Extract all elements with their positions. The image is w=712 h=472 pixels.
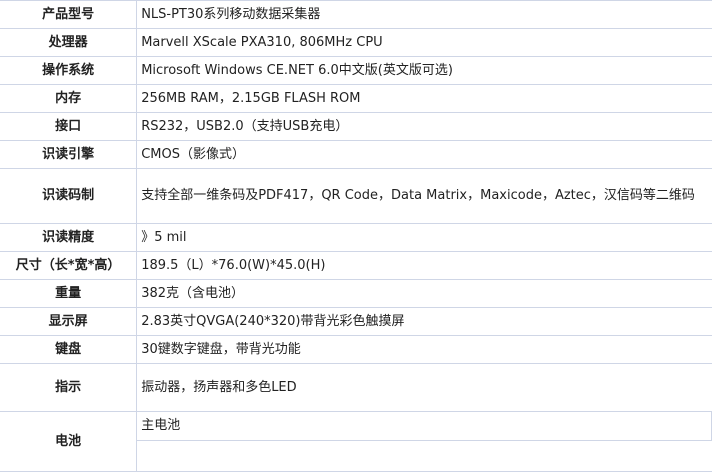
spec-label: 识读码制 [0,168,138,224]
table-row: 尺寸（长*宽*高） 189.5（L）*76.0(W)*45.0(H) [0,251,712,280]
table-row: 重量 382克（含电池） [0,279,712,308]
table-row: 产品型号 NLS-PT30系列移动数据采集器 [0,0,712,29]
table-row: 操作系统 Microsoft Windows CE.NET 6.0中文版(英文版可… [0,56,712,85]
spec-value: 256MB RAM，2.15GB FLASH ROM [136,84,712,113]
spec-value: 振动器，扬声器和多色LED [136,363,712,412]
table-row: 识读精度 》5 mil [0,223,712,252]
table-row: 处理器 Marvell XScale PXA310, 806MHz CPU [0,28,712,57]
table-row: 内存 256MB RAM，2.15GB FLASH ROM [0,84,712,113]
spec-value: CMOS（影像式） [136,140,712,169]
spec-label: 重量 [0,279,138,308]
spec-value: RS232，USB2.0（支持USB充电） [136,112,712,141]
spec-label: 识读引擎 [0,140,138,169]
spec-value: 30键数字键盘，带背光功能 [136,335,712,364]
spec-value: 支持全部一维条码及PDF417，QR Code，Data Matrix，Maxi… [136,168,712,224]
table-row: 识读引擎 CMOS（影像式） [0,140,712,169]
spec-value: 382克（含电池） [136,279,712,308]
spec-label: 处理器 [0,28,138,57]
table-row: 显示屏 2.83英寸QVGA(240*320)带背光彩色触摸屏 [0,307,712,336]
spec-value: NLS-PT30系列移动数据采集器 [136,0,712,29]
table-row: 接口 RS232，USB2.0（支持USB充电） [0,112,712,141]
spec-value: Microsoft Windows CE.NET 6.0中文版(英文版可选) [136,56,712,85]
spec-label: 尺寸（长*宽*高） [0,251,138,280]
spec-value: 2.83英寸QVGA(240*320)带背光彩色触摸屏 [136,307,712,336]
spec-value: Marvell XScale PXA310, 806MHz CPU [136,28,712,57]
spec-label: 内存 [0,84,138,113]
spec-label: 操作系统 [0,56,138,85]
spec-label: 显示屏 [0,307,138,336]
spec-label: 产品型号 [0,0,138,29]
spec-label: 接口 [0,112,138,141]
spec-label: 键盘 [0,335,138,364]
battery-subcell: 主电池 [137,412,712,441]
spec-value: 189.5（L）*76.0(W)*45.0(H) [136,251,712,280]
spec-label: 指示 [0,363,138,412]
table-row: 识读码制 支持全部一维条码及PDF417，QR Code，Data Matrix，… [0,168,712,224]
table-row: 键盘 30键数字键盘，带背光功能 [0,335,712,364]
spec-value: 》5 mil [136,223,712,252]
table-row: 指示 振动器，扬声器和多色LED [0,363,712,412]
spec-label: 识读精度 [0,223,138,252]
